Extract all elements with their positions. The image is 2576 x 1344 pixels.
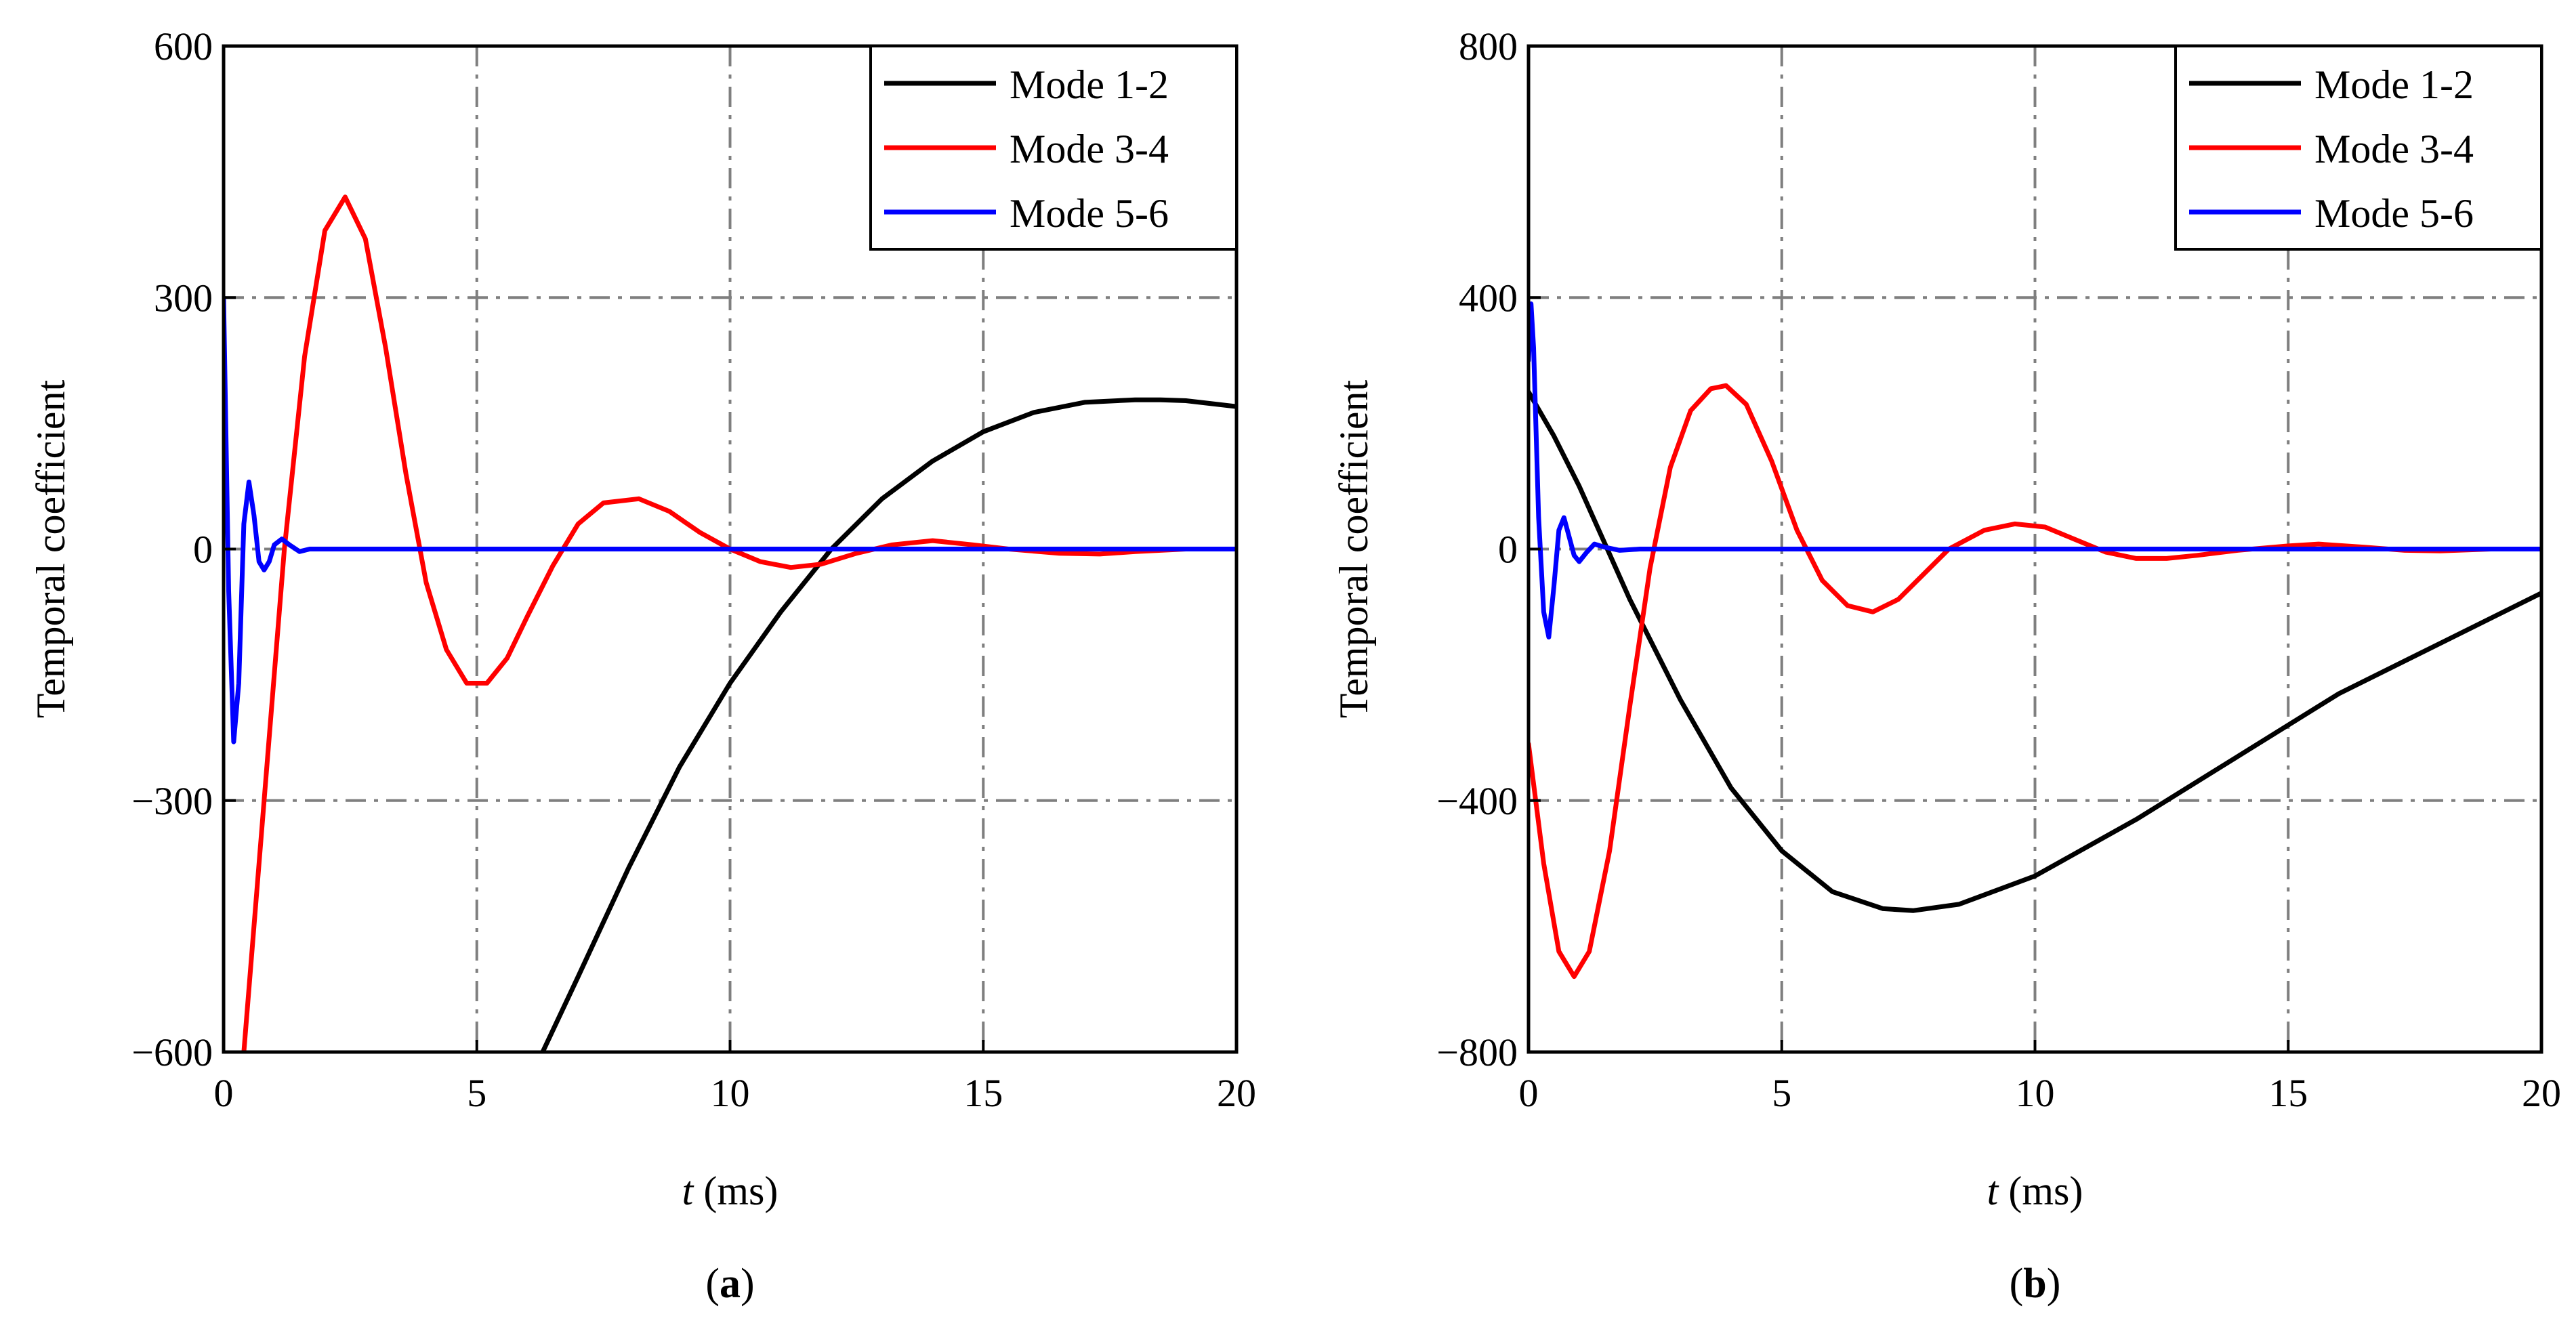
y-tick-label: 300 [154, 276, 213, 320]
series-line-mode-1-2 [540, 397, 1237, 1052]
y-tick-label: −800 [1436, 1030, 1518, 1074]
x-tick-label: 10 [711, 1071, 750, 1115]
panel-label-close: ) [2047, 1261, 2061, 1307]
series-line-mode-3-4 [241, 194, 1237, 1052]
x-axis-label-variable: t [682, 1169, 694, 1213]
x-axis-label-unit: (ms) [1998, 1169, 2083, 1213]
x-tick-label: 15 [963, 1071, 1003, 1115]
x-tick-label: 15 [2268, 1071, 2308, 1115]
panel-label-open: ( [2010, 1261, 2024, 1307]
y-tick-label: −600 [131, 1030, 213, 1074]
legend-label: Mode 1-2 [2314, 62, 2474, 107]
series-line-mode-1-2 [1529, 390, 2541, 913]
panel-label: (a) [705, 1261, 754, 1307]
x-axis-label-unit: (ms) [693, 1169, 778, 1213]
legend-label: Mode 5-6 [1010, 191, 1169, 236]
x-tick-label: 5 [1772, 1071, 1791, 1115]
series-line-mode-5-6 [1529, 301, 2541, 639]
y-axis-label: Temporal coefficient [1331, 379, 1376, 718]
series-line-mode-5-6 [224, 295, 1237, 744]
panel-label-letter: b [2023, 1261, 2046, 1307]
panel-label: (b) [2010, 1261, 2061, 1307]
panel-a: 0 5 10 15 20 −600 −300 0 300 600 Temporal coeffici… [28, 24, 1256, 1307]
legend-label: Mode 3-4 [1010, 127, 1169, 171]
x-tick-label: 0 [214, 1071, 234, 1115]
y-tick-label: 800 [1459, 24, 1518, 68]
x-axis-label: t (ms) [682, 1169, 778, 1213]
y-tick-label: −400 [1436, 779, 1518, 823]
y-axis-label: Temporal coefficient [28, 379, 73, 718]
y-tick-label: −300 [131, 779, 213, 823]
series-group [224, 194, 1237, 1052]
x-tick-label: 20 [1217, 1071, 1256, 1115]
panel-b: 0 5 10 15 20 −800 −400 0 400 800 Temporal coeffici… [1331, 24, 2561, 1307]
y-tick-label: 400 [1459, 276, 1518, 320]
y-tick-label: 0 [193, 528, 213, 572]
x-axis-label-variable: t [1987, 1169, 1999, 1213]
legend-label: Mode 1-2 [1010, 62, 1169, 107]
x-tick-label: 10 [2016, 1071, 2055, 1115]
series-group [1529, 301, 2541, 980]
panel-label-open: ( [705, 1261, 720, 1307]
panel-label-letter: a [720, 1261, 741, 1307]
y-tick-label: 600 [154, 24, 213, 68]
series-line-mode-3-4 [1529, 383, 2541, 980]
x-tick-label: 20 [2522, 1071, 2561, 1115]
x-axis-label: t (ms) [1987, 1169, 2083, 1213]
legend-label: Mode 5-6 [2314, 191, 2474, 236]
x-tick-label: 0 [1519, 1071, 1539, 1115]
y-tick-label: 0 [1498, 528, 1518, 572]
legend-label: Mode 3-4 [2314, 127, 2474, 171]
x-tick-label: 5 [467, 1071, 486, 1115]
panel-label-close: ) [741, 1261, 755, 1307]
